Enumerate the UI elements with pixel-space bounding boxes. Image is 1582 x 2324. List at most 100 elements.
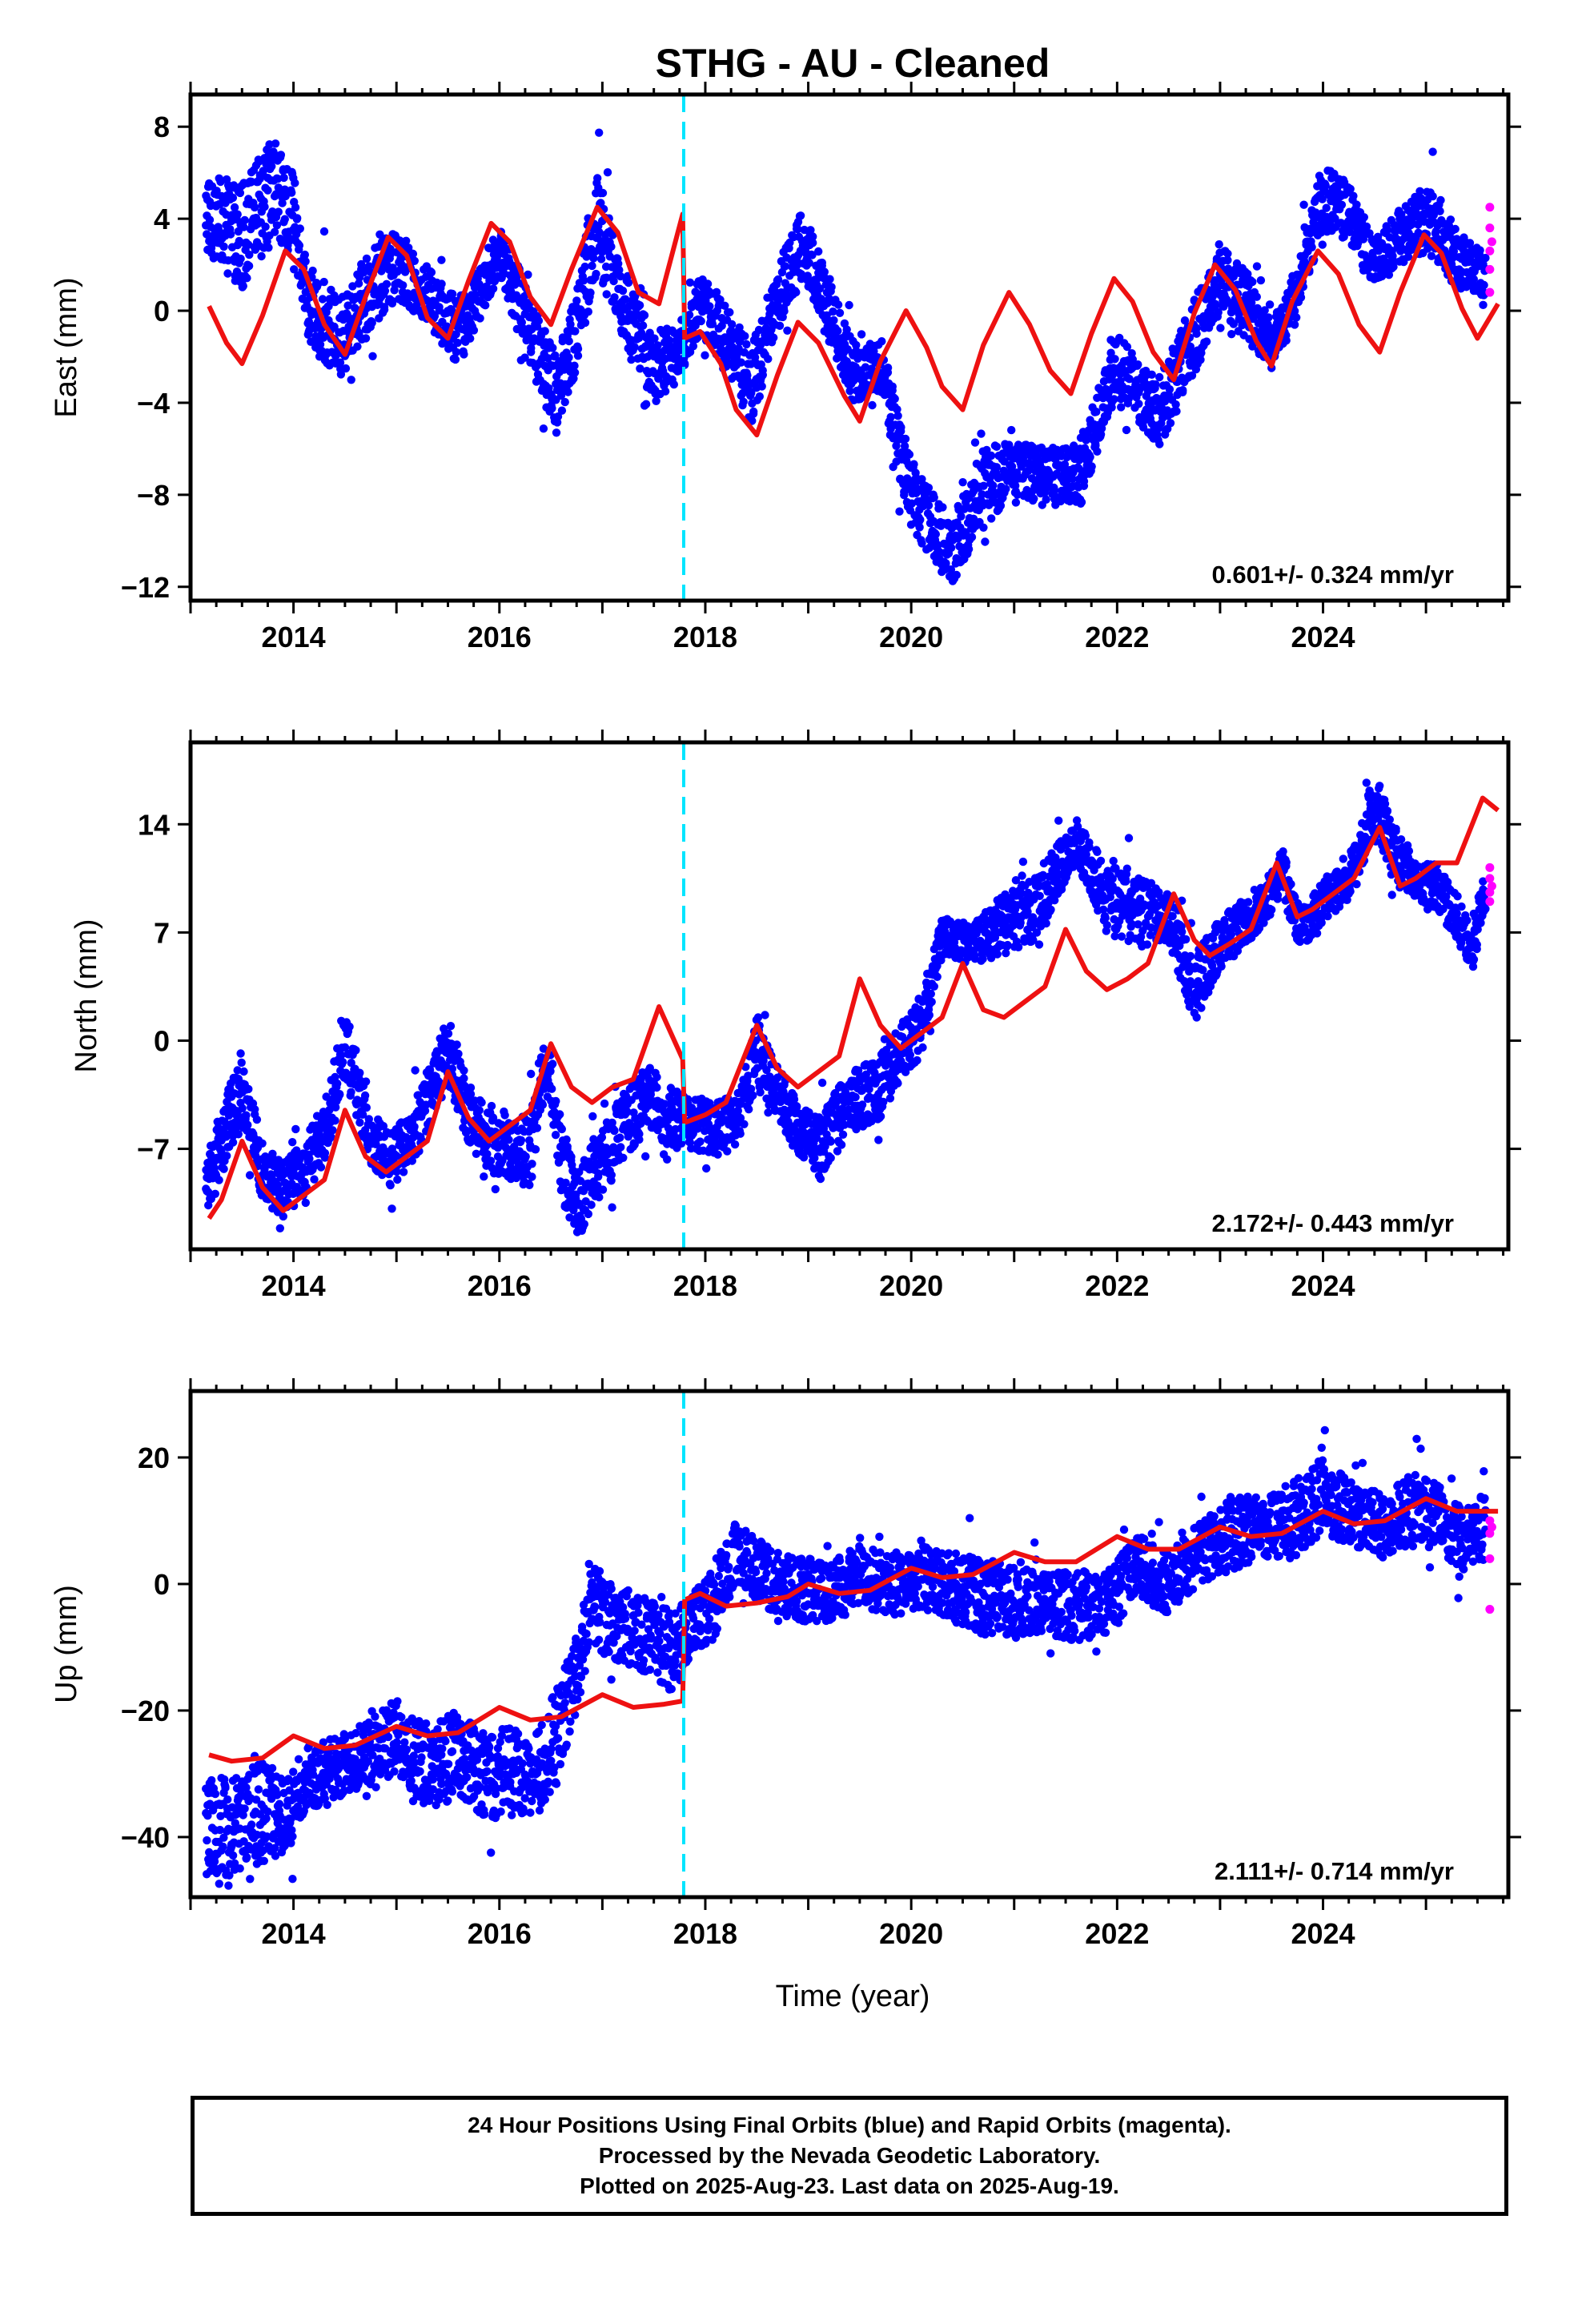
- east-point: [1087, 462, 1096, 471]
- east-point: [377, 267, 386, 275]
- east-point: [300, 250, 309, 259]
- east-point: [1290, 307, 1299, 316]
- east-point: [1066, 497, 1074, 506]
- north-point: [548, 1059, 557, 1068]
- north-point: [660, 1100, 669, 1108]
- east-point: [964, 545, 974, 553]
- east-point: [1155, 372, 1164, 382]
- east-point: [721, 301, 729, 310]
- east-point: [1403, 252, 1413, 261]
- east-point: [1097, 424, 1106, 433]
- east-point: [552, 428, 561, 437]
- east-point: [938, 503, 947, 512]
- east-point: [697, 316, 705, 326]
- east-point: [527, 344, 536, 352]
- east-point: [1110, 355, 1119, 364]
- east-point: [596, 255, 606, 263]
- east-point: [717, 321, 726, 330]
- east-point: [1108, 371, 1117, 380]
- east-point: [1214, 308, 1223, 317]
- east-point: [580, 262, 589, 271]
- north-point: [789, 1095, 799, 1104]
- north-point: [245, 1171, 255, 1180]
- east-point: [230, 203, 239, 212]
- north-point: [239, 1067, 248, 1076]
- north-point: [753, 1013, 763, 1022]
- east-point: [749, 407, 758, 416]
- east-point: [675, 366, 684, 375]
- east-point: [243, 274, 251, 283]
- east-point: [987, 514, 996, 523]
- east-point: [1307, 243, 1316, 251]
- east-point: [1465, 239, 1475, 247]
- north-point: [556, 1110, 564, 1119]
- north-point: [411, 1066, 420, 1075]
- north-point: [337, 1051, 346, 1059]
- east-point: [897, 423, 905, 432]
- east-point: [466, 334, 475, 343]
- north-point: [551, 1131, 560, 1140]
- north-point: [355, 1118, 364, 1127]
- east-point: [813, 275, 821, 283]
- east-point: [685, 311, 694, 320]
- east-point: [570, 361, 579, 370]
- north-point: [360, 1091, 370, 1100]
- east-point: [1296, 293, 1306, 302]
- north-point: [607, 1171, 616, 1180]
- east-point: [257, 251, 266, 261]
- north-point: [696, 1137, 705, 1146]
- east-point: [742, 340, 751, 349]
- east-point: [335, 358, 345, 367]
- east-point: [324, 302, 333, 311]
- east-point: [595, 128, 604, 137]
- east-point: [287, 188, 296, 197]
- north-point: [652, 1083, 661, 1092]
- east-point: [829, 307, 837, 316]
- east-point: [1322, 203, 1331, 212]
- north-point: [527, 1069, 536, 1079]
- east-point: [989, 481, 998, 490]
- east-point: [1192, 329, 1201, 338]
- north-point: [228, 1138, 238, 1147]
- east-point: [476, 314, 484, 323]
- east-point: [783, 326, 792, 335]
- east-point: [540, 327, 549, 336]
- east-point: [796, 211, 805, 220]
- north-point: [331, 1116, 339, 1125]
- east-point: [1211, 275, 1220, 285]
- east-point: [827, 283, 836, 292]
- north-point: [762, 1066, 771, 1075]
- east-point: [1117, 403, 1126, 412]
- east-point: [1187, 371, 1197, 380]
- east-point: [564, 336, 573, 346]
- north-point: [565, 1213, 574, 1222]
- north-point: [222, 1129, 231, 1139]
- east-point: [916, 515, 925, 525]
- east-point: [1359, 213, 1369, 222]
- east-point: [1223, 255, 1232, 265]
- east-point: [1397, 210, 1406, 219]
- east-point: [1106, 348, 1115, 357]
- east-point: [669, 380, 678, 389]
- east-point: [681, 359, 689, 368]
- east-point: [596, 199, 605, 207]
- east-point: [958, 478, 967, 487]
- east-point: [650, 334, 659, 343]
- east-point: [295, 241, 304, 250]
- east-point: [835, 308, 845, 317]
- east-point: [301, 257, 310, 266]
- east-point: [883, 364, 893, 372]
- east-point: [437, 279, 446, 288]
- north-point: [460, 1066, 468, 1076]
- east-point: [276, 151, 286, 159]
- east-point: [1124, 394, 1134, 404]
- north-point: [320, 1153, 330, 1162]
- north-point: [244, 1084, 253, 1094]
- east-point: [979, 523, 988, 532]
- east-point: [452, 330, 460, 339]
- east-point: [572, 296, 581, 305]
- north-point: [597, 1133, 607, 1142]
- east-point: [1077, 497, 1086, 507]
- east-point: [888, 382, 897, 391]
- east-point: [992, 442, 1002, 451]
